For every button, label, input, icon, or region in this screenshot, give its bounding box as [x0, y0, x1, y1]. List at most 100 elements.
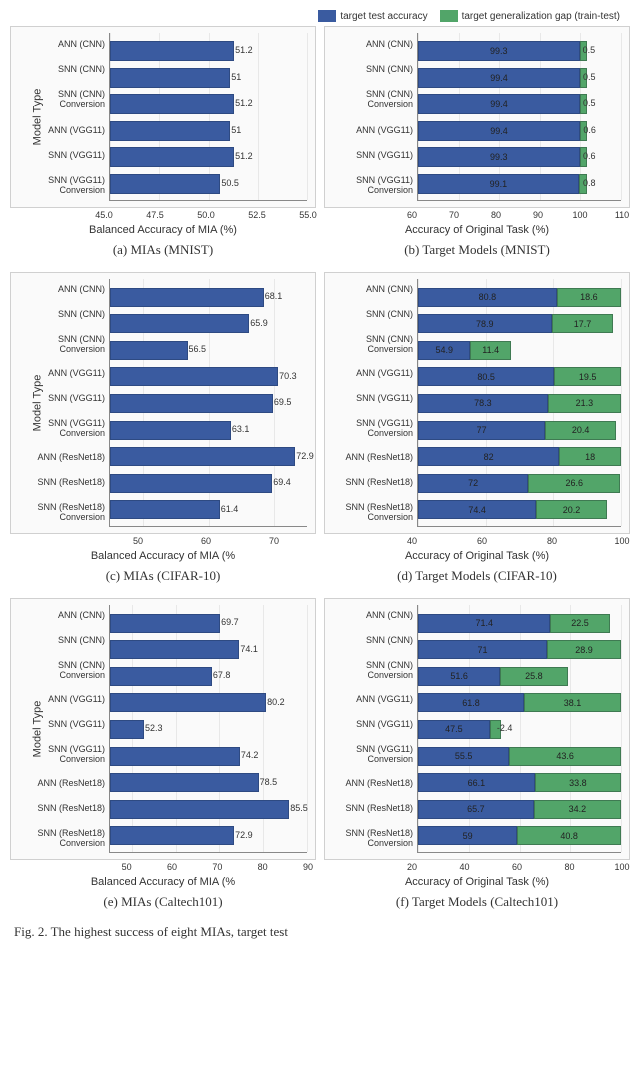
bar-segment-gap: 19.5	[554, 367, 621, 386]
value-label: 63.1	[232, 424, 250, 434]
bar-row: 99.30.6	[418, 147, 621, 165]
bar-segment	[110, 747, 240, 766]
x-ticks: 506070	[104, 536, 308, 548]
bar-row: 80.2	[110, 693, 307, 710]
x-ticks: 406080100	[412, 536, 622, 548]
bar-row: 8218	[418, 447, 621, 464]
value-label: 69.5	[274, 397, 292, 407]
chart-e: Model TypeANN (CNN)SNN (CNN)SNN (CNN)Con…	[10, 598, 316, 860]
x-tick-label: 20	[407, 862, 417, 872]
bar-segment	[110, 800, 289, 819]
value-label: 0.8	[583, 178, 596, 188]
legend-label-test: target test accuracy	[340, 11, 427, 22]
x-tick-label: 70	[269, 536, 279, 546]
y-tick-label: SNN (VGG11)Conversion	[345, 175, 413, 195]
x-tick-label: 90	[533, 210, 543, 220]
chart-b: ANN (CNN)SNN (CNN)SNN (CNN)ConversionANN…	[324, 26, 630, 208]
bar-segment-test: 51.6	[418, 667, 500, 686]
bar-segment-test: 80.8	[418, 288, 557, 307]
bar-row: 51.2	[110, 94, 307, 112]
x-tick-label: 60	[201, 536, 211, 546]
value-label: 85.5	[290, 803, 308, 813]
y-tick-label: SNN (ResNet18)Conversion	[345, 502, 413, 522]
y-tick-label: SNN (ResNet18)	[345, 477, 413, 487]
bar-segment-test: 65.7	[418, 800, 534, 819]
bar-segment	[110, 421, 231, 440]
value-label: 51	[231, 72, 241, 82]
bar-segment-gap: 20.4	[545, 421, 616, 440]
legend-item-gap: target generalization gap (train-test)	[440, 10, 620, 22]
bar-segment-gap: 11.4	[470, 341, 511, 360]
value-label: 51	[231, 125, 241, 135]
bar-segment	[110, 640, 239, 659]
value-label: 56.5	[189, 344, 207, 354]
bar-row: 50.5	[110, 174, 307, 192]
bar-row: 99.40.5	[418, 94, 621, 112]
bar-row: 74.420.2	[418, 500, 621, 517]
bar-row: 80.818.6	[418, 288, 621, 305]
bar-segment-test: 78.9	[418, 314, 552, 333]
y-tick-label: SNN (VGG11)	[345, 719, 413, 729]
value-label: 61.4	[221, 504, 239, 514]
y-tick-label: SNN (ResNet18)	[345, 803, 413, 813]
y-tick-label: SNN (CNN)	[31, 635, 105, 645]
chart-f: ANN (CNN)SNN (CNN)SNN (CNN)ConversionANN…	[324, 598, 630, 860]
grid-line	[621, 279, 622, 526]
bars: 69.774.167.880.252.374.278.585.572.9	[110, 605, 307, 852]
y-tick-label: SNN (ResNet18)Conversion	[31, 502, 105, 522]
y-tick-label: SNN (ResNet18)	[31, 803, 105, 813]
y-tick-label: ANN (ResNet18)	[345, 452, 413, 462]
bar-segment-gap: 33.8	[535, 773, 621, 792]
bar-row: 7720.4	[418, 421, 621, 438]
chart-c: Model TypeANN (CNN)SNN (CNN)SNN (CNN)Con…	[10, 272, 316, 534]
panel-d: ANN (CNN)SNN (CNN)SNN (CNN)ConversionANN…	[324, 272, 630, 590]
x-tick-label: 47.5	[146, 210, 164, 220]
figure-caption: Fig. 2. The highest success of eight MIA…	[10, 924, 630, 940]
y-tick-label: ANN (CNN)	[345, 610, 413, 620]
x-ticks: 45.047.550.052.555.0	[104, 210, 308, 222]
figure-grid: Model TypeANN (CNN)SNN (CNN)SNN (CNN)Con…	[10, 26, 630, 916]
y-tick-label: SNN (VGG11)	[345, 393, 413, 403]
bar-row: 72.9	[110, 447, 307, 464]
bar-segment-test: 77	[418, 421, 545, 440]
plot-area: 68.165.956.570.369.563.172.969.461.4	[109, 279, 307, 527]
bar-segment-gap: 22.5	[550, 614, 609, 633]
bar-segment-gap: 25.8	[500, 667, 567, 686]
bar-segment-gap: 18.6	[557, 288, 621, 307]
xlabel: Balanced Accuracy of MIA (%)	[10, 224, 316, 236]
bar-segment	[110, 147, 234, 167]
y-ticks: ANN (CNN)SNN (CNN)SNN (CNN)ConversionANN…	[345, 27, 417, 207]
y-tick-label: ANN (CNN)	[31, 284, 105, 294]
xlabel: Accuracy of Original Task (%)	[324, 876, 630, 888]
value-label: 74.2	[241, 750, 259, 760]
bar-segment-test: 66.1	[418, 773, 535, 792]
bar-segment-gap: 17.7	[552, 314, 614, 333]
y-tick-label: SNN (ResNet18)	[31, 477, 105, 487]
y-tick-label: SNN (CNN)	[31, 309, 105, 319]
value-label: 51.2	[235, 151, 253, 161]
bar-row: 78.5	[110, 773, 307, 790]
bar-segment-test: 59	[418, 826, 517, 845]
bar-row: 80.519.5	[418, 367, 621, 384]
bars: 68.165.956.570.369.563.172.969.461.4	[110, 279, 307, 526]
bar-segment-test: 99.4	[418, 68, 580, 88]
bar-segment-test: 74.4	[418, 500, 536, 519]
bar-segment	[110, 121, 230, 141]
plot-area: 71.422.57128.951.625.861.838.147.5-2.455…	[417, 605, 621, 853]
bar-segment	[110, 614, 220, 633]
bar-segment	[110, 94, 234, 114]
bar-row: 78.321.3	[418, 394, 621, 411]
bar-segment	[110, 68, 230, 88]
bar-row: 51	[110, 121, 307, 139]
y-tick-label: SNN (CNN)Conversion	[345, 660, 413, 680]
bar-segment-test: 61.8	[418, 693, 524, 712]
value-label: 0.5	[583, 98, 596, 108]
bar-row: 69.4	[110, 474, 307, 491]
bars: 99.30.599.40.599.40.599.40.699.30.699.10…	[418, 33, 621, 200]
y-tick-label: ANN (VGG11)	[345, 368, 413, 378]
bar-row: 72.9	[110, 826, 307, 843]
bar-row: 5940.8	[418, 826, 621, 843]
bar-segment-test: 54.9	[418, 341, 470, 360]
bar-segment	[110, 41, 234, 61]
bar-segment-test: 99.4	[418, 121, 580, 141]
